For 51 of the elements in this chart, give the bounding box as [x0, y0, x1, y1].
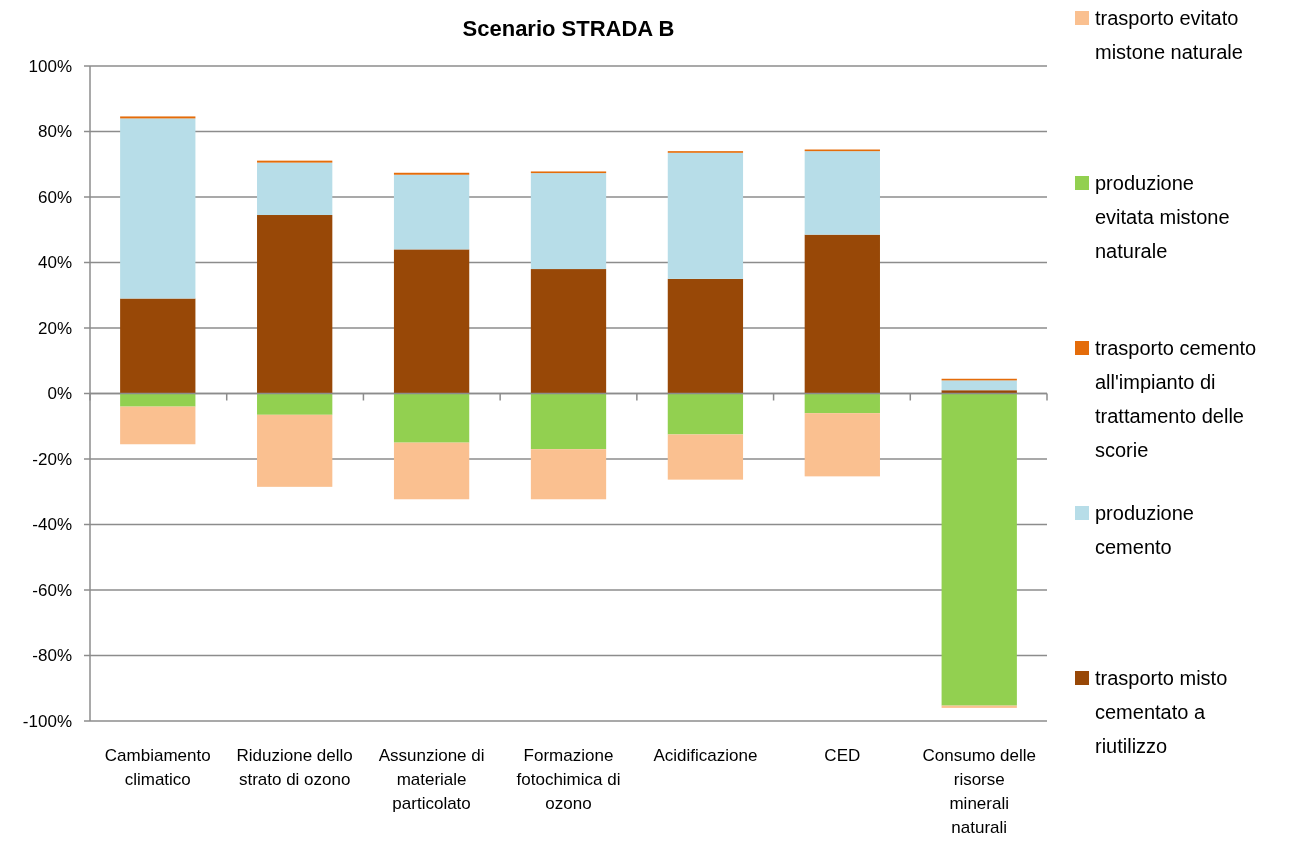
- bar: [667, 393, 744, 435]
- y-tick-label: -100%: [22, 711, 72, 731]
- y-tick-label: -80%: [32, 646, 72, 666]
- x-tick-label: Acidificazione: [653, 746, 758, 765]
- bar: [257, 414, 333, 487]
- legend-label: trasporto cemento all'impianto di trattamento delle scorie: [1095, 337, 1257, 461]
- legend-label: produzione cemento: [1095, 502, 1194, 558]
- bar: [941, 393, 1017, 706]
- bar: [941, 390, 1017, 394]
- y-tick-label: 40%: [37, 253, 72, 273]
- bar: [804, 393, 880, 414]
- y-tick-label: 60%: [37, 187, 72, 207]
- bar: [120, 393, 196, 407]
- bar: [257, 393, 333, 415]
- y-tick-label: 20%: [37, 318, 72, 338]
- bar: [257, 162, 333, 216]
- bar: [530, 393, 607, 450]
- y-tick-label: 80%: [37, 122, 72, 142]
- bar: [393, 393, 470, 443]
- bar: [257, 215, 333, 394]
- x-tick-label: Riduzione dello strato di ozono: [236, 746, 353, 789]
- legend-label: produzione evitata mistone naturale: [1095, 172, 1230, 262]
- x-tick-label: CED: [824, 746, 861, 765]
- bar: [667, 278, 744, 394]
- y-tick-label: 0%: [47, 384, 72, 404]
- bar: [804, 413, 880, 477]
- legend-label: trasporto evitato mistone naturale: [1095, 7, 1243, 63]
- bar: [530, 449, 607, 500]
- x-tick-label: Consumo delle risorse minerali naturali: [922, 746, 1036, 837]
- y-tick-label: -60%: [32, 580, 72, 600]
- x-tick-label: Assunzione di materiale particolato: [378, 746, 485, 813]
- bar: [804, 151, 880, 235]
- x-tick-label: Formazione fotochimica di ozono: [516, 746, 621, 813]
- y-tick-label: -40%: [32, 515, 72, 535]
- bar: [120, 298, 196, 394]
- bar: [393, 442, 470, 500]
- y-tick-label: 100%: [28, 56, 72, 76]
- chart-title: Scenario STRADA B: [462, 16, 675, 41]
- bar: [393, 249, 470, 394]
- bar: [120, 118, 196, 299]
- bar: [667, 434, 744, 480]
- y-tick-label: -20%: [32, 449, 72, 469]
- bar: [941, 380, 1017, 391]
- x-tick-label: Cambiamento climatico: [104, 746, 211, 789]
- bar: [667, 152, 744, 279]
- bar: [530, 173, 607, 270]
- bar: [120, 406, 196, 445]
- bar: [804, 234, 880, 394]
- bar: [530, 269, 607, 394]
- legend-label: trasporto misto cementato a riutilizzo: [1095, 667, 1228, 757]
- bar: [393, 174, 470, 250]
